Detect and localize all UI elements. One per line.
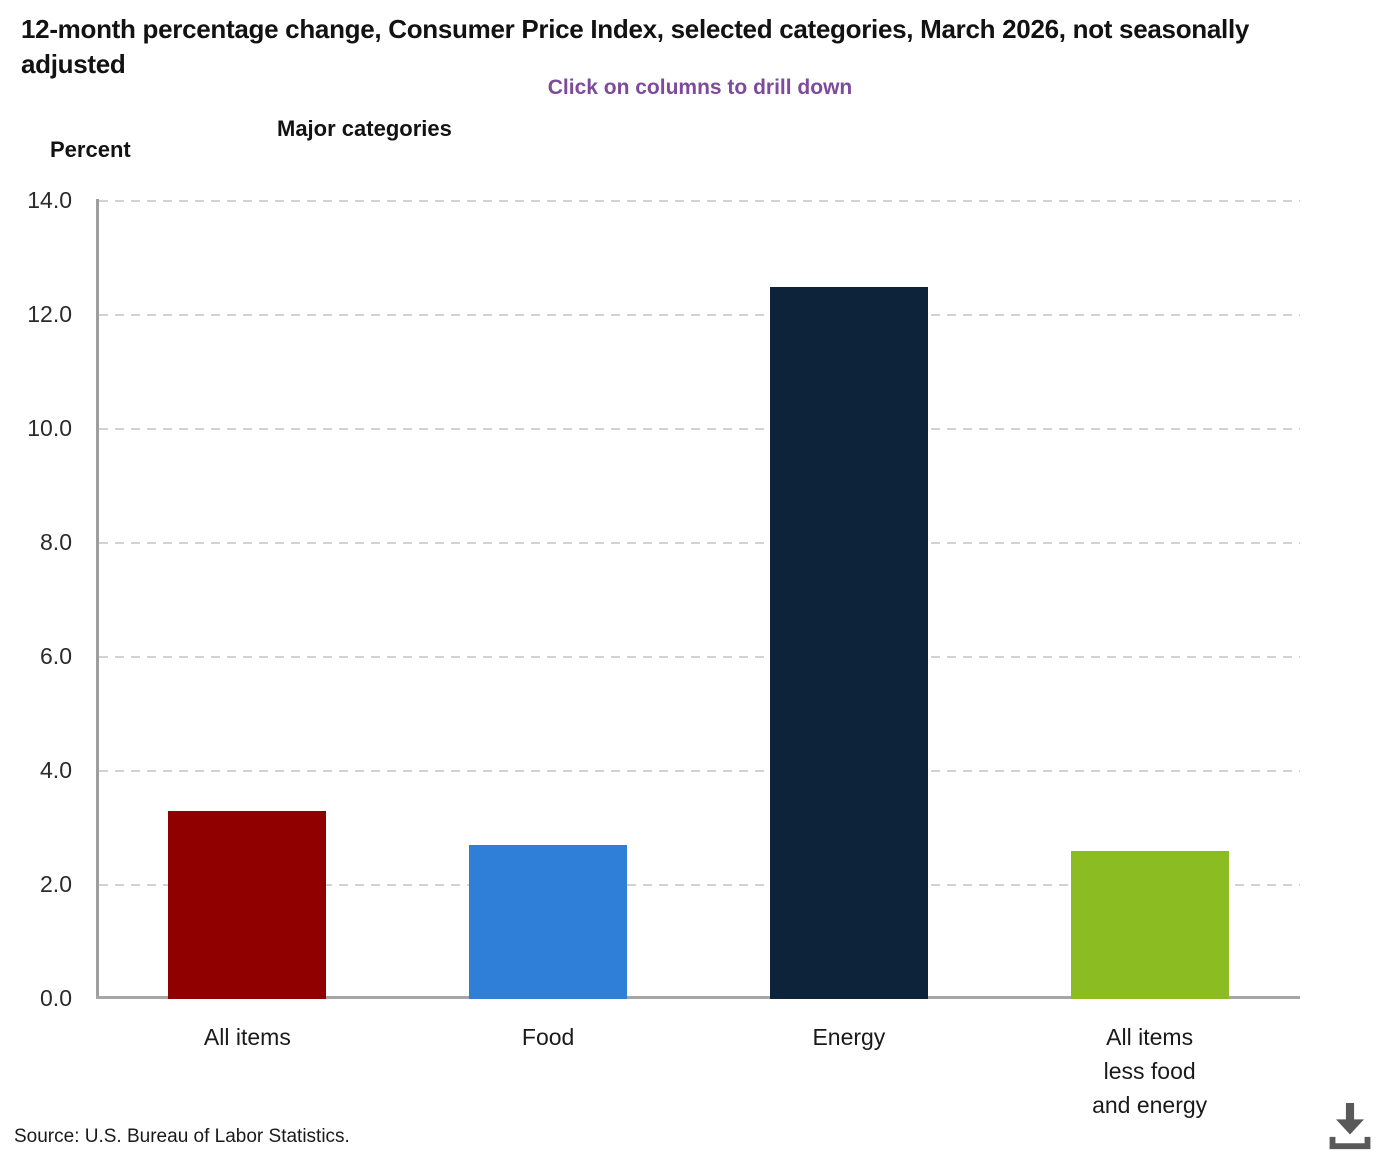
x-tick-label-all-items-less-food-and-energy: All items less food and energy [990,1020,1310,1122]
gridline [99,428,1300,430]
y-tick-label: 14.0 [27,187,72,213]
y-tick-label: 8.0 [40,529,72,555]
gridline [99,884,1300,886]
y-tick-label: 2.0 [40,871,72,897]
y-tick-label: 12.0 [27,301,72,327]
download-icon[interactable] [1322,1096,1378,1152]
x-tick-label-line: All items [203,1024,291,1050]
bar-energy[interactable] [769,286,928,999]
x-tick-label-line: Energy [812,1024,886,1050]
y-tick-label: 10.0 [27,415,72,441]
source-text: Source: U.S. Bureau of Labor Statistics. [14,1126,350,1147]
y-tick-label: 4.0 [40,757,72,783]
x-axis-line [96,996,1300,999]
x-tick-label-food: Food [388,1020,708,1054]
gridline [99,542,1300,544]
x-tick-label-line: Food [521,1024,575,1050]
y-axis-title: Percent [50,137,131,162]
bar-food[interactable] [469,845,628,999]
x-tick-label-line: and energy [1092,1092,1208,1118]
x-tick-label-line: All items [1106,1024,1194,1050]
bar-all-items[interactable] [168,810,327,999]
x-tick-label-energy: Energy [689,1020,1009,1054]
page-title: 12-month percentage change, Consumer Pri… [21,14,1250,79]
gridline [99,770,1300,772]
x-tick-label-all-items: All items [87,1020,407,1054]
x-tick-label-line: less food [1103,1058,1196,1084]
gridline [99,656,1300,658]
bar-all-items-less-food-and-energy[interactable] [1070,850,1229,999]
gridline [99,200,1300,202]
chart-group-title: Major categories [277,116,452,141]
y-tick-label: 6.0 [40,643,72,669]
y-tick-label: 0.0 [40,985,72,1011]
drilldown-instruction: Click on columns to drill down [547,76,853,99]
plot-area [97,200,1300,999]
gridline [99,314,1300,316]
y-axis-line [96,199,99,999]
